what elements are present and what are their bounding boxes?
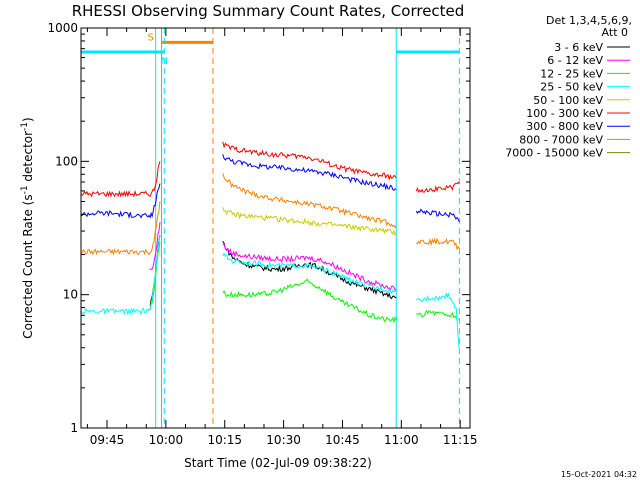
- legend-label: 12 - 25 keV: [540, 67, 603, 80]
- x-tick-label: 11:00: [384, 433, 419, 447]
- series-line-segment: [415, 181, 460, 193]
- chart-title: RHESSI Observing Summary Count Rates, Co…: [72, 2, 465, 20]
- series-line-segment: [222, 278, 398, 324]
- series-800to7000keV-kev: [81, 173, 460, 256]
- legend-header: Att 0: [602, 26, 628, 39]
- y-tick-label: 10: [63, 288, 78, 302]
- y-axis-label-part: detector: [21, 131, 35, 186]
- plot-frame: [80, 27, 471, 429]
- series-line-segment: [416, 292, 460, 348]
- legend-label: 3 - 6 keV: [554, 41, 603, 54]
- legend-entry: 12 - 25 keV: [540, 67, 630, 80]
- legend-label: 50 - 100 keV: [533, 94, 603, 107]
- footer-timestamp: 15-Oct-2021 04:32: [561, 470, 637, 479]
- series-line-segment: [81, 161, 161, 198]
- legend-entry: 6 - 12 keV: [547, 54, 630, 67]
- series-line-segment: [222, 173, 397, 229]
- y-axis-label: Corrected Count Rate (s-1 detector-1): [20, 117, 35, 338]
- y-axis-label-superscript: -1: [20, 122, 30, 131]
- axes: 1 10 100 1000 09:45 10:00 10:15 10:30 10:45 11:00…: [47, 21, 477, 447]
- series-line-segment: [81, 201, 161, 256]
- legend-entry: 3 - 6 keV: [554, 41, 630, 54]
- series-layer: [81, 141, 460, 348]
- annotation-n: N: [81, 28, 168, 428]
- series-line-segment: [222, 141, 397, 181]
- annotation-flag-2: [395, 28, 460, 428]
- x-tick-label: 10:15: [207, 433, 242, 447]
- series-line-segment: [222, 243, 397, 292]
- series-line-segment: [149, 241, 161, 310]
- legend-entry: 7000 - 15000 keV: [505, 147, 630, 160]
- series-line-segment: [415, 208, 460, 223]
- legend-entry: 800 - 7000 keV: [519, 133, 630, 146]
- legend-entry: 25 - 50 keV: [540, 81, 630, 94]
- series-line-segment: [149, 222, 161, 270]
- legend-label: 100 - 300 keV: [526, 107, 603, 120]
- annotation-label: S: [148, 32, 154, 43]
- legend-label: 7000 - 15000 keV: [505, 147, 603, 160]
- legend-entry: 100 - 300 keV: [526, 107, 630, 120]
- x-tick-label: 10:00: [149, 433, 184, 447]
- series-line-segment: [415, 309, 459, 321]
- series-line-segment: [222, 252, 397, 295]
- series-line-segment: [81, 183, 161, 220]
- annotation-layer: SN: [81, 28, 460, 428]
- legend-label: 25 - 50 keV: [540, 81, 603, 94]
- series-line-segment: [81, 234, 161, 316]
- y-axis-label-superscript: -1: [20, 185, 30, 194]
- legend-label: 800 - 7000 keV: [519, 133, 603, 146]
- x-tick-label: 11:15: [443, 433, 478, 447]
- x-axis-label: Start Time (02-Jul-09 09:38:22): [184, 456, 372, 470]
- x-tick-label: 10:30: [266, 433, 301, 447]
- x-tick-label: 10:45: [325, 433, 360, 447]
- legend-entry: 300 - 800 keV: [526, 120, 630, 133]
- annotation-label: N: [161, 56, 168, 67]
- legend-label: 300 - 800 keV: [526, 120, 603, 133]
- series-line-segment: [222, 240, 397, 300]
- series-line-segment: [416, 237, 460, 251]
- y-tick-label: 100: [55, 154, 78, 168]
- legend-label: 6 - 12 keV: [547, 54, 603, 67]
- series-300to800keV-kev: [81, 154, 460, 223]
- series-25to50keV-kev: [81, 234, 460, 348]
- series-line-segment: [222, 154, 397, 192]
- series-6to12keV-kev: [149, 222, 397, 292]
- series-100to300keV-kev: [81, 141, 460, 198]
- y-tick-label: 1: [70, 421, 78, 435]
- y-axis-label-part: ): [21, 117, 35, 122]
- series-50to100keV-kev: [222, 207, 397, 237]
- x-tick-label: 09:45: [90, 433, 125, 447]
- series-3to6keV-kev: [149, 234, 397, 307]
- y-tick-label: 1000: [47, 21, 78, 35]
- legend-entry: 50 - 100 keV: [533, 94, 630, 107]
- y-axis-label-part: Corrected Count Rate (s: [21, 194, 35, 338]
- series-line-segment: [222, 207, 397, 237]
- series-12to25keV-kev: [149, 241, 459, 324]
- legend-header: Det 1,3,4,5,6,9,: [546, 14, 632, 27]
- annotation-s: S: [148, 28, 214, 428]
